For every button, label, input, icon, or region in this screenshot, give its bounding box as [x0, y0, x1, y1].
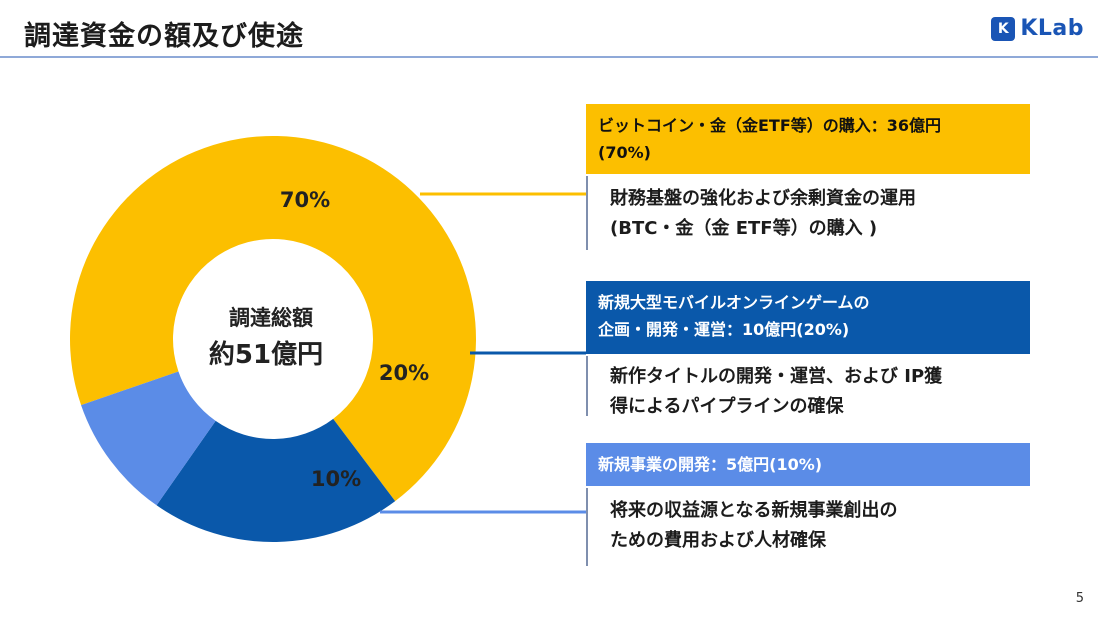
- donut-slice-20: [156, 418, 396, 542]
- donut-slice-10: [81, 371, 216, 506]
- callout-box-btc-gold: ビットコイン・金（金ETF等）の購入：36億円 (70%): [586, 104, 1030, 174]
- callout-desc-line: 新作タイトルの開発・運営、および IP獲: [610, 366, 943, 387]
- center-label-amount: 約51億円: [209, 339, 323, 370]
- klab-logo-icon: K: [991, 16, 1016, 41]
- callout-title-line: (70%): [598, 143, 651, 162]
- callout-box-new-business: 新規事業の開発：5億円(10%): [586, 443, 1030, 486]
- callout-desc-line: ための費用および人材確保: [610, 530, 826, 551]
- callout-desc-new-business: 将来の収益源となる新規事業創出の ための費用および人材確保: [586, 488, 1030, 566]
- center-label-total: 調達総額: [229, 306, 313, 330]
- callout-desc-line: 得によるパイプラインの確保: [610, 396, 844, 417]
- callout-title-line: 新規事業の開発：5億円(10%): [598, 455, 823, 474]
- callout-title-line: ビットコイン・金（金ETF等）の購入：36億円: [598, 116, 942, 135]
- callout-box-game: 新規大型モバイルオンラインゲームの 企画・開発・運営：10億円(20%): [586, 281, 1030, 354]
- slice-label-20: 20%: [379, 361, 429, 385]
- callout-title-line: 企画・開発・運営：10億円(20%): [598, 320, 850, 339]
- logo-text: KLab: [1020, 16, 1084, 41]
- callout-desc-line: 将来の収益源となる新規事業創出の: [610, 500, 898, 521]
- callout-desc-game: 新作タイトルの開発・運営、および IP獲 得によるパイプラインの確保: [586, 356, 1030, 417]
- slice-label-70: 70%: [280, 188, 330, 212]
- page-title: 調達資金の額及び使途: [24, 21, 304, 52]
- page-number: 5: [1075, 591, 1084, 606]
- callout-desc-line: (BTC・金（金 ETF等）の購入 ): [610, 218, 878, 239]
- slice-label-10: 10%: [311, 467, 361, 491]
- callout-title-line: 新規大型モバイルオンラインゲームの: [598, 293, 870, 312]
- callout-desc-line: 財務基盤の強化および余剰資金の運用: [610, 188, 916, 209]
- klab-logo: K KLab: [991, 16, 1084, 41]
- title-divider: [0, 56, 1098, 58]
- donut-slice-70: [70, 136, 477, 502]
- callout-desc-btc-gold: 財務基盤の強化および余剰資金の運用 (BTC・金（金 ETF等）の購入 ): [586, 176, 1030, 250]
